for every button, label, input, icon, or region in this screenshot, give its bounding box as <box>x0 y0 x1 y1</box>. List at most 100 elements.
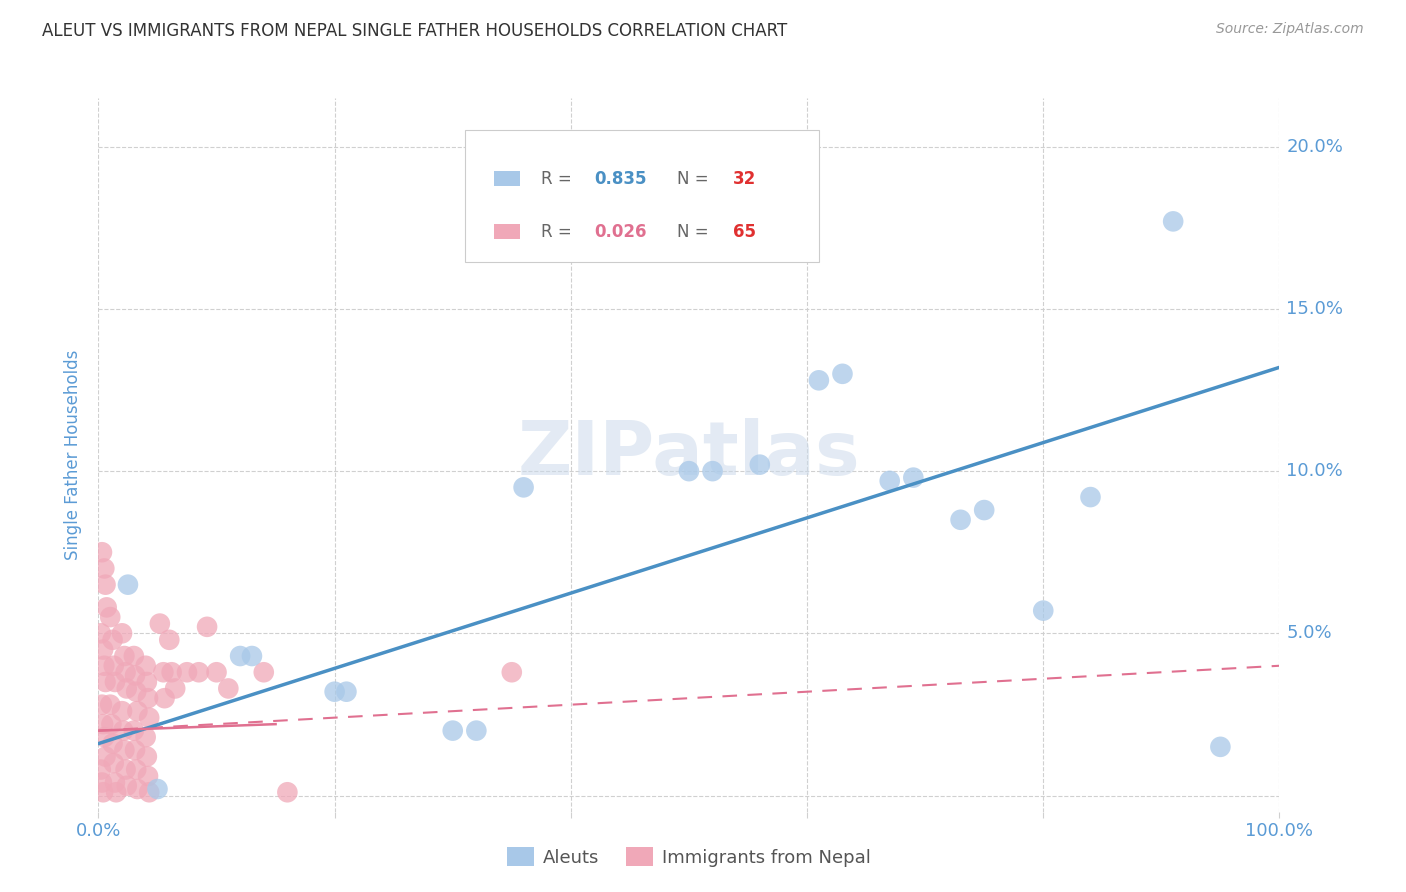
Legend: Aleuts, Immigrants from Nepal: Aleuts, Immigrants from Nepal <box>499 840 879 874</box>
Point <box>149 616 172 631</box>
Point <box>90 626 112 640</box>
Point <box>807 373 830 387</box>
Point <box>96 600 118 615</box>
Point <box>91 785 114 799</box>
Point <box>98 698 121 712</box>
Text: 0.835: 0.835 <box>595 169 647 187</box>
Point <box>93 730 115 744</box>
Point <box>135 730 157 744</box>
Point <box>136 691 159 706</box>
Point <box>101 632 124 647</box>
Point <box>146 782 169 797</box>
Point <box>98 610 121 624</box>
Point <box>138 785 160 799</box>
Point <box>114 763 136 777</box>
Point <box>973 503 995 517</box>
Point <box>103 756 125 770</box>
Point <box>323 684 346 698</box>
Point <box>91 717 114 731</box>
Point <box>114 665 136 680</box>
Point <box>112 648 135 663</box>
Point <box>105 785 128 799</box>
Point <box>101 737 124 751</box>
Text: ZIPatlas: ZIPatlas <box>517 418 860 491</box>
Point <box>91 698 114 712</box>
Point <box>122 723 145 738</box>
Point <box>124 668 146 682</box>
Point <box>276 785 298 799</box>
Point <box>104 775 127 789</box>
Point <box>90 763 112 777</box>
Point <box>1032 604 1054 618</box>
Text: 20.0%: 20.0% <box>1286 137 1343 156</box>
Point <box>93 658 115 673</box>
Text: 15.0%: 15.0% <box>1286 300 1344 318</box>
Point <box>831 367 853 381</box>
Point <box>748 458 770 472</box>
Point <box>94 749 117 764</box>
Point <box>91 775 114 789</box>
Text: R =: R = <box>541 223 578 241</box>
Point <box>104 675 127 690</box>
Point <box>240 648 263 663</box>
Text: 0.026: 0.026 <box>595 223 647 241</box>
Point <box>111 626 134 640</box>
Point <box>136 769 159 783</box>
Point <box>441 723 464 738</box>
Text: 65: 65 <box>733 223 755 241</box>
Point <box>949 513 972 527</box>
Point <box>138 711 160 725</box>
Point <box>91 545 114 559</box>
Point <box>135 749 157 764</box>
Text: 5.0%: 5.0% <box>1286 624 1331 642</box>
Point <box>160 665 183 680</box>
Point <box>1161 214 1184 228</box>
Point <box>115 779 138 793</box>
Text: Source: ZipAtlas.com: Source: ZipAtlas.com <box>1216 22 1364 37</box>
Point <box>125 763 148 777</box>
Point <box>117 577 139 591</box>
Y-axis label: Single Father Households: Single Father Households <box>65 350 83 560</box>
Text: N =: N = <box>678 169 714 187</box>
Point <box>122 648 145 663</box>
Point <box>465 723 488 738</box>
Point <box>253 665 276 680</box>
Point <box>678 464 700 478</box>
Point <box>229 648 252 663</box>
Point <box>111 704 134 718</box>
Point <box>103 658 125 673</box>
Point <box>124 743 146 757</box>
Point <box>702 464 724 478</box>
Point <box>879 474 901 488</box>
Point <box>135 675 157 690</box>
Point <box>127 704 149 718</box>
Bar <box>494 170 520 186</box>
Point <box>125 684 148 698</box>
Point <box>903 470 925 484</box>
Point <box>153 691 176 706</box>
Point <box>1209 739 1232 754</box>
Point <box>165 681 187 696</box>
Text: 32: 32 <box>733 169 756 187</box>
Point <box>127 782 149 797</box>
Text: R =: R = <box>541 169 578 187</box>
Point <box>217 681 239 696</box>
Point <box>205 665 228 680</box>
FancyBboxPatch shape <box>464 130 818 262</box>
Point <box>501 665 523 680</box>
Text: ALEUT VS IMMIGRANTS FROM NEPAL SINGLE FATHER HOUSEHOLDS CORRELATION CHART: ALEUT VS IMMIGRANTS FROM NEPAL SINGLE FA… <box>42 22 787 40</box>
Text: 10.0%: 10.0% <box>1286 462 1343 480</box>
Point <box>195 620 218 634</box>
Point <box>187 665 209 680</box>
Point <box>94 577 117 591</box>
Point <box>152 665 174 680</box>
Point <box>91 642 114 657</box>
Point <box>335 684 357 698</box>
Point <box>135 658 157 673</box>
Point <box>1080 490 1102 504</box>
Bar <box>494 224 520 239</box>
Point <box>112 723 135 738</box>
Text: N =: N = <box>678 223 714 241</box>
Point <box>176 665 198 680</box>
Point <box>115 681 138 696</box>
